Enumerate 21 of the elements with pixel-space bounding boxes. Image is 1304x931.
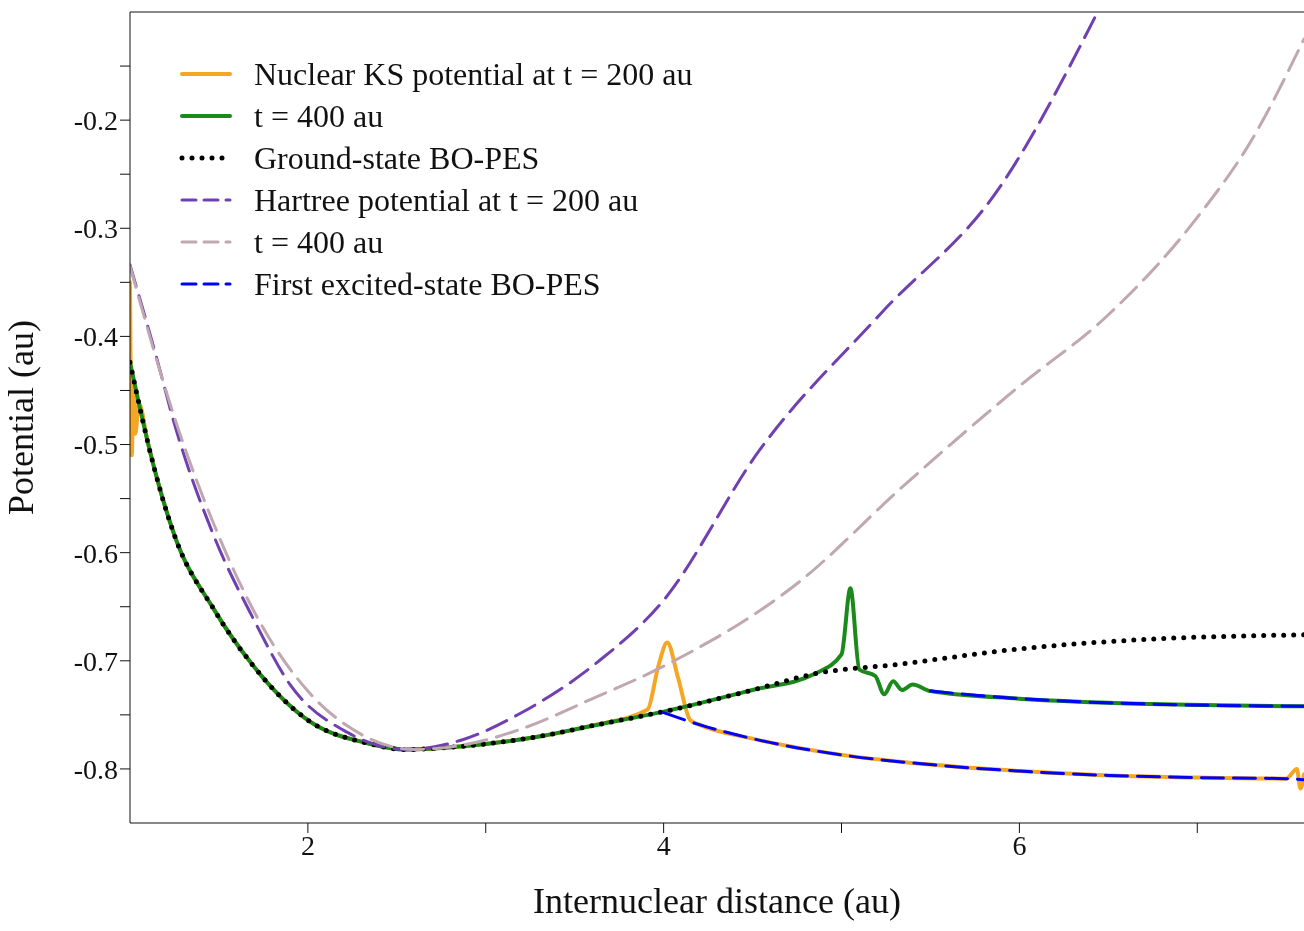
x-tick-label: 4 — [656, 829, 671, 861]
x-tick-label: 6 — [1012, 829, 1027, 861]
y-tick-label: -0.3 — [73, 213, 118, 245]
line-series — [130, 37, 1304, 751]
y-tick-label: -0.8 — [73, 753, 118, 785]
legend-label: t = 400 au — [254, 97, 384, 136]
legend-label: First excited-state BO-PES — [254, 265, 601, 304]
y-tick-label: -0.5 — [73, 429, 118, 461]
legend-label: t = 400 au — [254, 223, 384, 262]
x-axis-title: Internuclear distance (au) — [533, 881, 901, 921]
y-tick-label: -0.2 — [73, 105, 118, 137]
x-tick-label: 2 — [300, 829, 315, 861]
line-series — [928, 689, 1304, 708]
line-series — [662, 711, 1304, 782]
y-tick-label: -0.4 — [73, 321, 118, 353]
legend-label: Nuclear KS potential at t = 200 au — [254, 55, 693, 94]
y-tick-label: -0.6 — [73, 537, 118, 569]
y-tick-label: -0.7 — [73, 645, 118, 677]
legend-label: Ground-state BO-PES — [254, 139, 540, 178]
legend-label: Hartree potential at t = 200 au — [254, 181, 639, 220]
y-axis-title: Potential (au) — [0, 320, 41, 515]
